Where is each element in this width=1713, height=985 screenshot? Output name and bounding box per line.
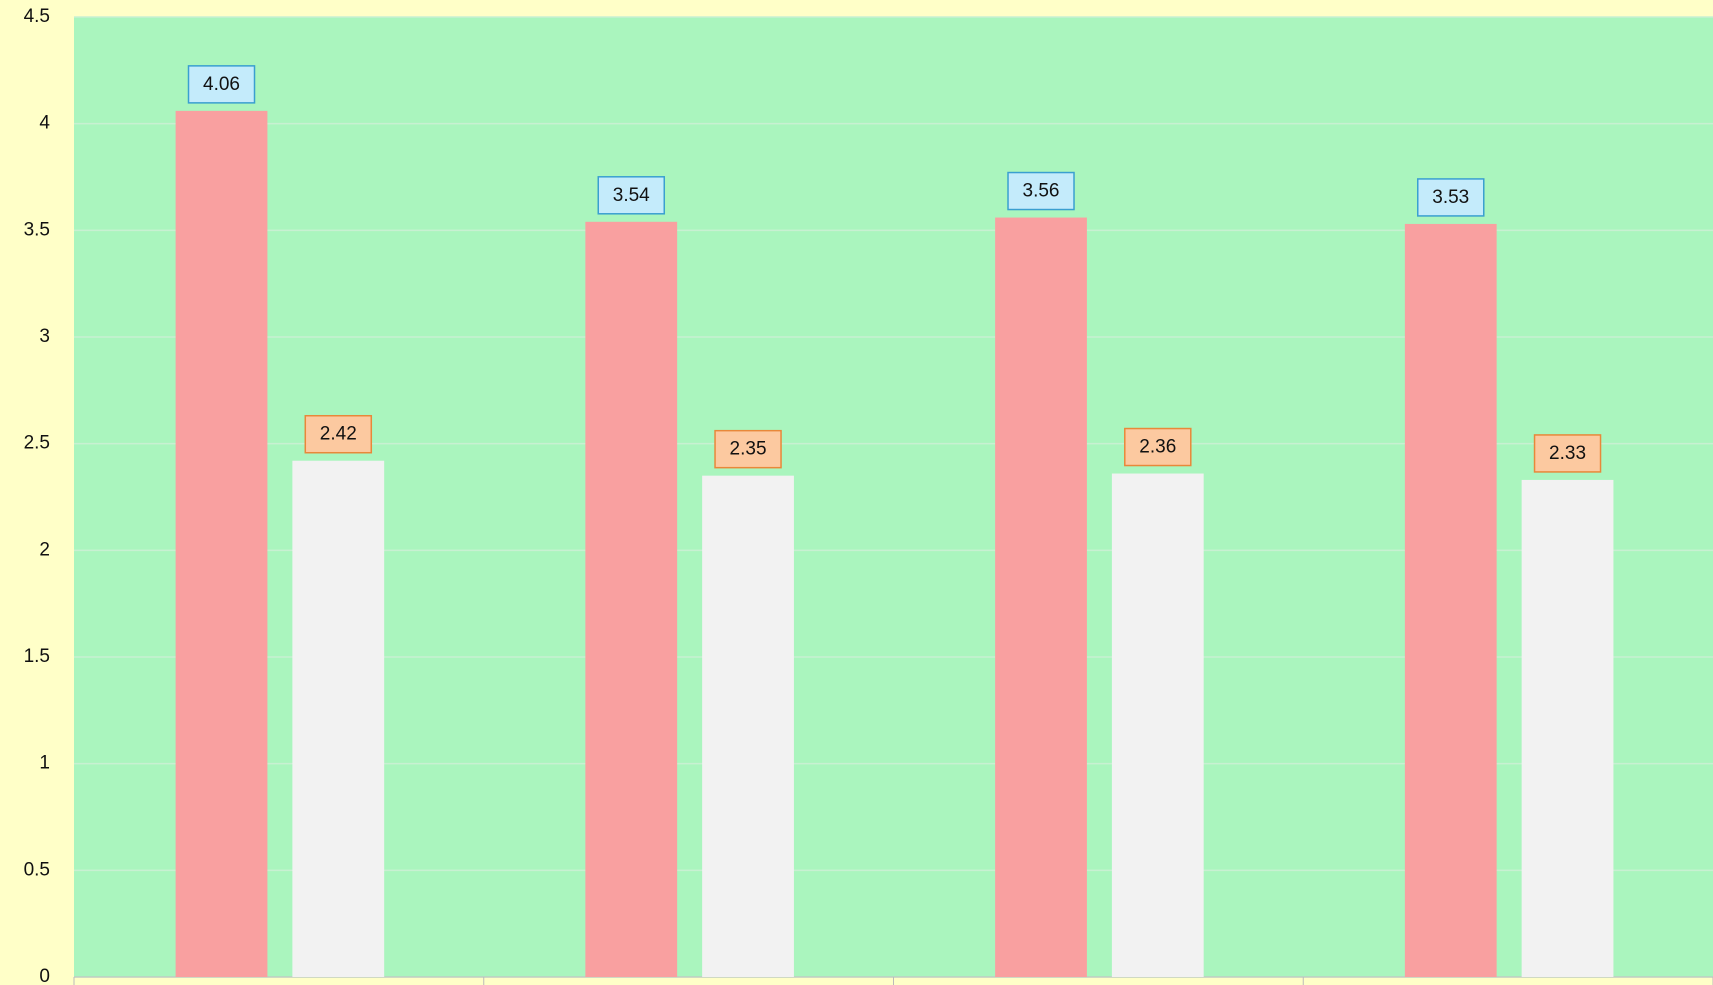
y-tick-label: 2.5 xyxy=(24,433,50,454)
y-tick-label: 4.5 xyxy=(24,6,50,27)
bar xyxy=(1111,473,1204,977)
y-tick-label: 1 xyxy=(39,753,50,774)
data-label: 4.06 xyxy=(203,74,240,95)
data-label-box xyxy=(1533,434,1602,473)
y-tick-label: 1.5 xyxy=(24,646,50,667)
y-tick-label: 2 xyxy=(39,539,50,560)
bar xyxy=(702,475,794,977)
y-tick-label: 0 xyxy=(39,966,50,985)
bar xyxy=(292,460,385,977)
data-label-box xyxy=(597,176,666,215)
data-label: 2.42 xyxy=(320,424,357,445)
data-label: 3.56 xyxy=(1023,181,1060,202)
data-label: 2.36 xyxy=(1139,437,1176,458)
data-label-box xyxy=(304,414,373,454)
bar xyxy=(995,217,1087,978)
data-label: 2.35 xyxy=(730,439,767,460)
data-label-box xyxy=(1417,178,1485,217)
data-label: 3.53 xyxy=(1432,187,1469,208)
bar xyxy=(585,221,678,978)
data-label-box xyxy=(187,65,256,104)
y-tick-label: 4 xyxy=(39,113,50,134)
y-tick-label: 0.5 xyxy=(24,859,50,880)
data-label-box xyxy=(714,429,782,469)
data-label: 3.54 xyxy=(613,185,650,206)
y-tick-label: 3 xyxy=(39,326,50,347)
bar xyxy=(1521,479,1614,977)
y-tick-label: 3.5 xyxy=(24,219,50,240)
bar xyxy=(175,110,268,977)
data-label-box xyxy=(1007,171,1075,211)
bar xyxy=(1404,223,1497,977)
data-label-box xyxy=(1124,427,1192,467)
data-label: 2.33 xyxy=(1549,443,1586,464)
